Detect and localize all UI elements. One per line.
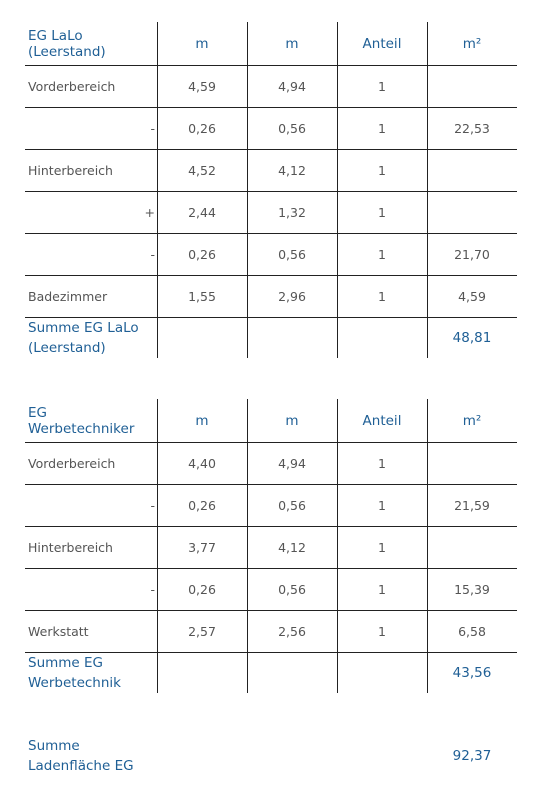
table-cell: 2,56 bbox=[278, 623, 306, 639]
table-cell: 21,59 bbox=[454, 497, 490, 513]
column-line bbox=[247, 399, 248, 693]
row-line bbox=[25, 233, 517, 234]
header-cell: m bbox=[195, 412, 209, 429]
header-cell: m bbox=[195, 35, 209, 52]
header-cell: m² bbox=[462, 35, 482, 52]
table-cell: 1 bbox=[378, 623, 386, 639]
column-line bbox=[427, 399, 428, 693]
column-line bbox=[337, 399, 338, 693]
table-cell: 1 bbox=[378, 246, 386, 262]
table-cell: 21,70 bbox=[454, 246, 490, 262]
table-cell: 4,59 bbox=[188, 78, 216, 94]
sum-value: 43,56 bbox=[452, 664, 492, 681]
column-line bbox=[157, 399, 158, 693]
row-line bbox=[25, 568, 517, 569]
table-cell: - bbox=[150, 246, 155, 262]
table-cell: 1,55 bbox=[188, 288, 216, 304]
column-line bbox=[247, 22, 248, 358]
table-cell: 0,56 bbox=[278, 581, 306, 597]
table-cell: 1 bbox=[378, 288, 386, 304]
row-line bbox=[25, 107, 517, 108]
table-cell: 1 bbox=[378, 204, 386, 220]
table-cell: 0,56 bbox=[278, 497, 306, 513]
table-cell: + bbox=[144, 204, 155, 220]
table-cell: 4,40 bbox=[188, 455, 216, 471]
header-cell: m bbox=[285, 412, 299, 429]
table-cell: Hinterbereich bbox=[28, 539, 113, 555]
table-cell: 4,94 bbox=[278, 455, 306, 471]
table-cell: - bbox=[150, 497, 155, 513]
total-value: 92,37 bbox=[452, 748, 492, 764]
table-cell: 1,32 bbox=[278, 204, 306, 220]
table-cell: Werkstatt bbox=[28, 623, 89, 639]
table-cell: 4,12 bbox=[278, 162, 306, 178]
table-cell: 1 bbox=[378, 78, 386, 94]
table-cell: 2,57 bbox=[188, 623, 216, 639]
row-line bbox=[25, 652, 517, 653]
table-cell: 0,56 bbox=[278, 246, 306, 262]
row-line bbox=[25, 275, 517, 276]
row-line bbox=[25, 149, 517, 150]
table-cell: 1 bbox=[378, 497, 386, 513]
table-cell: 1 bbox=[378, 162, 386, 178]
table-cell: 0,26 bbox=[188, 497, 216, 513]
table-cell: 4,59 bbox=[458, 288, 486, 304]
table-cell: 2,44 bbox=[188, 204, 216, 220]
table-cell: 1 bbox=[378, 455, 386, 471]
table-cell: Badezimmer bbox=[28, 288, 108, 304]
table-cell: 0,26 bbox=[188, 581, 216, 597]
table-cell: Vorderbereich bbox=[28, 455, 116, 471]
total-label: Summe Ladenfläche EG bbox=[28, 738, 134, 774]
table-cell: 15,39 bbox=[454, 581, 490, 597]
sum-value: 48,81 bbox=[452, 329, 492, 346]
column-line bbox=[157, 22, 158, 358]
header-cell: m² bbox=[462, 412, 482, 429]
header-cell: EG Werbetechniker bbox=[28, 404, 135, 437]
table-cell: Vorderbereich bbox=[28, 78, 116, 94]
table-cell: 3,77 bbox=[188, 539, 216, 555]
row-line bbox=[25, 317, 517, 318]
table-cell: 2,96 bbox=[278, 288, 306, 304]
row-line bbox=[25, 484, 517, 485]
table-cell: 1 bbox=[378, 539, 386, 555]
row-line bbox=[25, 526, 517, 527]
sum-label: Summe EG Werbetechnik bbox=[28, 654, 121, 691]
table-cell: 0,26 bbox=[188, 246, 216, 262]
column-line bbox=[427, 22, 428, 358]
row-line bbox=[25, 191, 517, 192]
table-cell: 22,53 bbox=[454, 120, 490, 136]
row-line bbox=[25, 610, 517, 611]
sum-label: Summe EG LaLo (Leerstand) bbox=[28, 319, 139, 356]
table-cell: 0,26 bbox=[188, 120, 216, 136]
column-line bbox=[337, 22, 338, 358]
table-cell: 1 bbox=[378, 581, 386, 597]
header-cell: Anteil bbox=[362, 412, 402, 429]
table-cell: Hinterbereich bbox=[28, 162, 113, 178]
table-cell: 4,52 bbox=[188, 162, 216, 178]
table-cell: 6,58 bbox=[458, 623, 486, 639]
header-cell: m bbox=[285, 35, 299, 52]
row-line bbox=[25, 442, 517, 443]
table-cell: 0,56 bbox=[278, 120, 306, 136]
table-cell: 1 bbox=[378, 120, 386, 136]
table-cell: 4,94 bbox=[278, 78, 306, 94]
table-cell: - bbox=[150, 120, 155, 136]
row-line bbox=[25, 65, 517, 66]
header-cell: Anteil bbox=[362, 35, 402, 52]
header-cell: EG LaLo (Leerstand) bbox=[28, 27, 106, 60]
table-cell: - bbox=[150, 581, 155, 597]
table-cell: 4,12 bbox=[278, 539, 306, 555]
